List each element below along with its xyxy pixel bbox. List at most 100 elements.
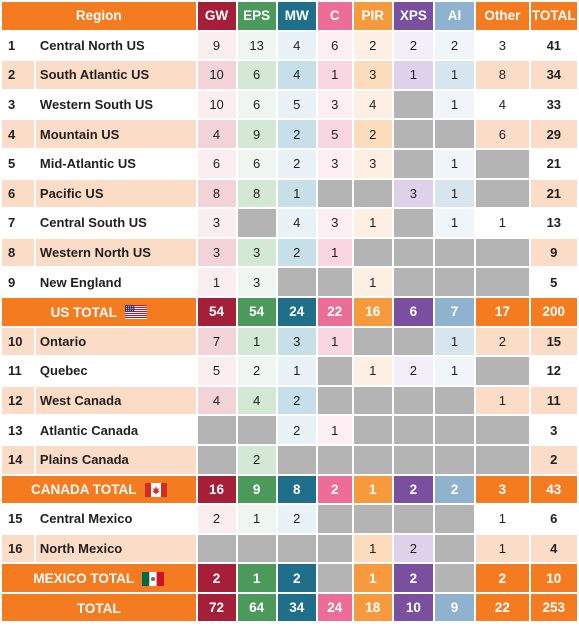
cell-gw: 72: [197, 593, 236, 622]
header-other: Other: [476, 2, 529, 30]
cell-mw: 2: [277, 238, 316, 267]
cell-mw: 2: [277, 386, 316, 415]
table-row: 4 Mountain US 4 9 2 5 2 6 29: [2, 120, 577, 148]
subtotal-label-text: MEXICO TOTAL: [33, 571, 135, 587]
subtotal-row: US TOTAL 54 54 24 22 16 6 7 17 200: [2, 297, 577, 326]
cell-gw: 16: [197, 475, 236, 504]
cell-pir: 1: [353, 564, 392, 592]
cell-pir: [353, 238, 392, 267]
cell-other: [476, 416, 529, 444]
cell-xps: 2: [393, 31, 433, 60]
table-row: 3 Western South US 10 6 5 3 4 1 4 33: [2, 90, 577, 119]
cell-c: 6: [317, 31, 352, 60]
row-rank: 1: [2, 31, 34, 60]
cell-mw: 2: [277, 120, 316, 148]
cell-gw: 7: [197, 327, 236, 356]
cell-total: 15: [530, 327, 577, 356]
region-table: Region GW EPS MW C PIR XPS AI Other TOTAL 1 Centra…: [2, 2, 577, 622]
header-pir: PIR: [353, 2, 392, 30]
table-row: 2 South Atlantic US 10 6 4 1 3 1 1 8 34: [2, 61, 577, 89]
row-rank: 14: [2, 445, 34, 474]
row-rank: 4: [2, 120, 34, 148]
cell-total: 10: [530, 564, 577, 592]
cell-c: [317, 445, 352, 474]
cell-gw: 10: [197, 90, 236, 119]
table-row: 7 Central South US 3 4 3 1 1 1 13: [2, 209, 577, 237]
row-rank: 9: [2, 268, 34, 296]
cell-gw: 8: [197, 179, 236, 208]
cell-eps: 1: [237, 505, 276, 533]
cell-pir: 2: [353, 120, 392, 148]
cell-xps: 2: [393, 475, 433, 504]
cell-eps: 4: [237, 386, 276, 415]
cell-c: 1: [317, 327, 352, 356]
cell-pir: [353, 327, 392, 356]
cell-ai: 2: [434, 475, 475, 504]
cell-mw: [277, 268, 316, 296]
subtotal-label-text: TOTAL: [76, 600, 121, 616]
cell-c: 3: [317, 149, 352, 178]
cell-xps: [393, 445, 433, 474]
cell-other: [476, 357, 529, 385]
cell-mw: 4: [277, 209, 316, 237]
cell-xps: [393, 209, 433, 237]
cell-total: 11: [530, 386, 577, 415]
header-region: Region: [2, 2, 196, 30]
cell-other: 1: [476, 534, 529, 563]
cell-pir: 4: [353, 90, 392, 119]
row-region-name: Pacific US: [35, 179, 196, 208]
cell-c: 22: [317, 297, 352, 326]
cell-gw: [197, 445, 236, 474]
cell-other: 2: [476, 564, 529, 592]
cell-mw: [277, 534, 316, 563]
cell-mw: 34: [277, 593, 316, 622]
cell-gw: 4: [197, 120, 236, 148]
row-region-name: Plains Canada: [35, 445, 196, 474]
cell-eps: 1: [237, 564, 276, 592]
row-rank: 10: [2, 327, 34, 356]
table-row: 16 North Mexico 1 2 1 4: [2, 534, 577, 563]
cell-xps: 10: [393, 593, 433, 622]
cell-eps: 1: [237, 327, 276, 356]
cell-gw: 54: [197, 297, 236, 326]
cell-mw: 3: [277, 327, 316, 356]
mexico-flag-icon: [142, 571, 165, 586]
cell-mw: [277, 445, 316, 474]
cell-c: [317, 564, 352, 592]
cell-total: 29: [530, 120, 577, 148]
cell-total: 3: [530, 416, 577, 444]
row-region-name: Central Mexico: [35, 505, 196, 533]
cell-mw: 8: [277, 475, 316, 504]
subtotal-label: CANADA TOTAL: [2, 475, 196, 504]
cell-eps: 2: [237, 357, 276, 385]
row-region-name: Central North US: [35, 31, 196, 60]
cell-other: 1: [476, 505, 529, 533]
cell-ai: 2: [434, 31, 475, 60]
cell-other: 1: [476, 386, 529, 415]
cell-total: 5: [530, 268, 577, 296]
cell-eps: 13: [237, 31, 276, 60]
header-gw: GW: [197, 2, 236, 30]
table-row: 1 Central North US 9 13 4 6 2 2 2 3 41: [2, 31, 577, 60]
cell-total: 9: [530, 238, 577, 267]
cell-gw: 4: [197, 386, 236, 415]
cell-other: 17: [476, 297, 529, 326]
header-mw: MW: [277, 2, 316, 30]
cell-total: 13: [530, 209, 577, 237]
row-region-name: Western South US: [35, 90, 196, 119]
cell-pir: 2: [353, 31, 392, 60]
canada-flag-icon: [144, 482, 167, 497]
header-total: TOTAL: [530, 2, 577, 30]
cell-mw: 2: [277, 505, 316, 533]
row-rank: 12: [2, 386, 34, 415]
cell-mw: 1: [277, 179, 316, 208]
row-rank: 2: [2, 61, 34, 89]
cell-eps: [237, 416, 276, 444]
cell-other: [476, 445, 529, 474]
cell-other: [476, 179, 529, 208]
header-xps: XPS: [393, 2, 433, 30]
table-row: 10 Ontario 7 1 3 1 1 2 15: [2, 327, 577, 356]
row-region-name: North Mexico: [35, 534, 196, 563]
cell-eps: 64: [237, 593, 276, 622]
cell-mw: 4: [277, 61, 316, 89]
